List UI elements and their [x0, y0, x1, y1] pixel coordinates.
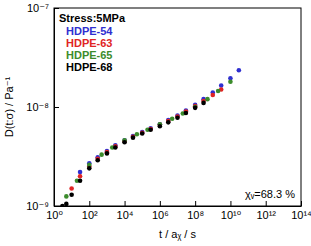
point: [105, 151, 110, 156]
point: [193, 105, 198, 110]
y-tick: 10⁻⁹: [26, 200, 59, 212]
y-axis: 10⁻⁹ 10⁻⁸ 10⁻⁷: [26, 2, 59, 212]
point: [201, 101, 206, 106]
x-tick: 10⁶: [152, 201, 169, 221]
point: [184, 111, 189, 116]
legend-entry: HDPE-54: [66, 25, 113, 37]
point: [95, 158, 100, 163]
point: [158, 124, 163, 129]
point: [69, 186, 74, 191]
y-axis-title: D(t:σ) / Pa⁻¹: [3, 77, 15, 138]
x-tick: 10¹⁰: [221, 201, 242, 221]
point: [131, 135, 136, 140]
x-tick-mark: [230, 201, 231, 206]
point: [219, 83, 224, 88]
x-tick-mark: [125, 201, 126, 206]
point: [170, 116, 175, 121]
point: [166, 120, 171, 125]
point: [122, 140, 127, 145]
point: [64, 202, 69, 206]
x-axis: 10⁰10²10⁴10⁶10⁸10¹⁰10¹²10¹⁴: [46, 201, 311, 221]
x-tick-label: 10⁴: [117, 209, 134, 221]
point: [64, 194, 69, 199]
y-tick: 10⁻⁸: [26, 101, 59, 113]
legend-entry: HDPE-63: [66, 37, 112, 49]
legend-entry: HDPE-65: [66, 49, 112, 61]
x-tick-label: 10¹²: [256, 209, 276, 221]
x-tick-label: 10¹⁰: [221, 209, 242, 221]
x-tick: 10⁸: [187, 201, 204, 221]
x-tick-mark: [266, 201, 267, 206]
point: [135, 132, 140, 137]
x-tick-label: 10²: [82, 209, 98, 221]
y-tick-label: 10⁻⁸: [26, 101, 49, 113]
point: [148, 127, 153, 132]
x-tick: 10⁴: [117, 201, 134, 221]
x-axis-title: t / aᵪ / s: [159, 228, 196, 241]
point: [193, 106, 198, 111]
y-tick-mark: [54, 8, 59, 9]
point: [78, 178, 83, 183]
x-tick-mark: [160, 201, 161, 206]
x-tick-label: 10¹⁴: [291, 209, 311, 221]
chart: 10⁰10²10⁴10⁶10⁸10¹⁰10¹²10¹⁴10⁻⁹10⁻⁸10⁻⁷t…: [0, 0, 311, 246]
point: [122, 139, 127, 144]
point: [140, 131, 145, 136]
point: [78, 170, 83, 175]
series: [78, 68, 241, 174]
plot-frame: [54, 8, 301, 206]
annotation: Stress:5MPa: [59, 12, 126, 24]
x-tick: 10²: [82, 201, 98, 221]
point: [210, 93, 215, 98]
point: [99, 152, 104, 157]
plot-area: [60, 68, 241, 206]
y-tick-label: 10⁻⁹: [26, 200, 49, 212]
point: [175, 115, 180, 120]
x-tick-mark: [301, 201, 302, 206]
y-tick-mark: [54, 206, 59, 207]
x-tick-label: 10⁶: [152, 209, 169, 221]
x-tick-mark: [195, 201, 196, 206]
y-tick-mark: [54, 107, 59, 108]
x-tick: 10¹⁴: [291, 201, 311, 221]
legend: HDPE-54HDPE-63HDPE-65HDPE-68: [66, 25, 113, 73]
annotation: χᵥ=68.3 %: [245, 188, 295, 200]
point: [87, 166, 92, 171]
x-tick-label: 10⁸: [187, 209, 204, 221]
series: [69, 87, 223, 191]
x-tick-mark: [89, 201, 90, 206]
y-tick: 10⁻⁷: [27, 2, 59, 14]
series: [60, 101, 206, 206]
point: [216, 89, 221, 94]
point: [228, 79, 233, 84]
point: [148, 127, 153, 132]
point: [69, 192, 74, 197]
point: [205, 97, 210, 102]
series: [64, 79, 233, 198]
legend-entry: HDPE-68: [66, 61, 112, 73]
point: [113, 145, 118, 150]
y-tick-label: 10⁻⁷: [27, 2, 49, 14]
point: [237, 68, 242, 73]
point: [140, 130, 145, 135]
point: [131, 135, 136, 140]
point: [60, 204, 65, 206]
x-tick: 10¹²: [256, 201, 276, 221]
x-axis-line: [55, 206, 302, 207]
point: [78, 174, 83, 179]
